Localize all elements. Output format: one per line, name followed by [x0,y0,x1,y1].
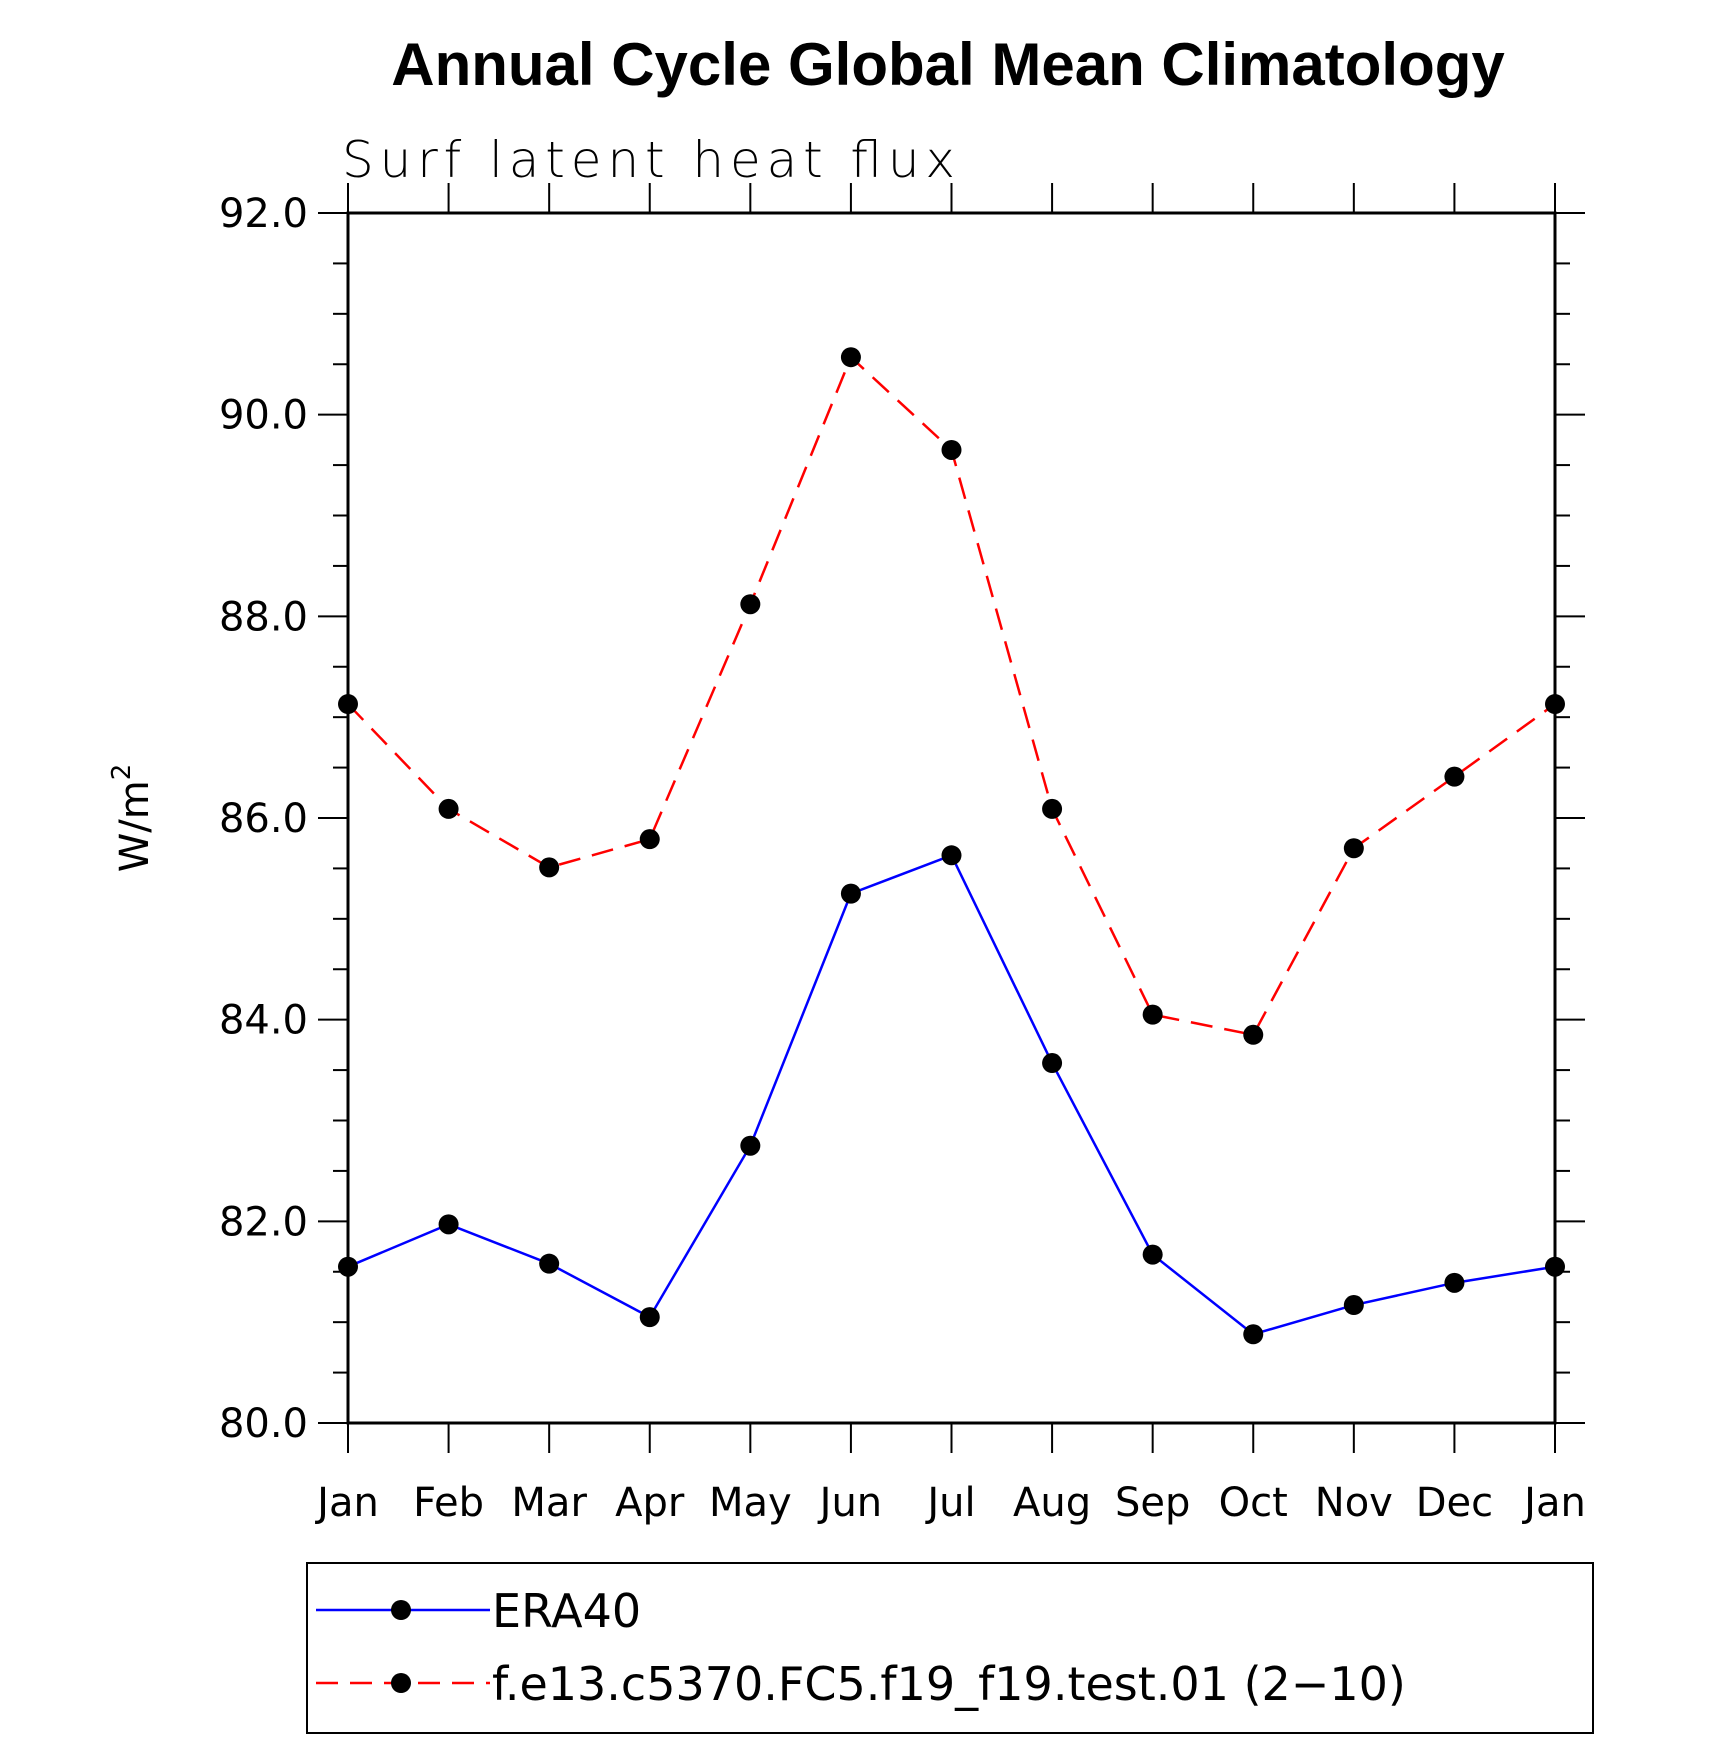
data-point [338,694,358,715]
data-point [1142,1004,1163,1025]
x-tick-label: Jan [1521,1480,1586,1526]
x-tick-label: Oct [1219,1480,1288,1526]
y-tick-label: 92.0 [219,191,308,237]
data-point [840,347,861,368]
y-tick-label: 82.0 [219,1199,308,1245]
data-point [438,1214,459,1235]
legend-label: ERA40 [492,1584,641,1638]
x-tick-label: May [709,1480,792,1526]
y-tick-label: 88.0 [219,594,308,640]
data-point [1343,838,1364,859]
y-tick-label: 90.0 [219,393,308,439]
series-layer [338,347,1565,1345]
data-point [1444,1272,1465,1293]
legend: ERA40 f.e13.c5370.FC5.f19_f19.test.01 (2−… [306,1562,1594,1734]
data-point [740,1135,761,1156]
data-point [539,857,560,878]
legend-item: ERA40 [316,1584,641,1638]
series-line [347,853,1556,1336]
x-tick-label: Jul [924,1480,975,1526]
y-axis-label: W/m2 [107,764,158,873]
data-point [1243,1024,1264,1045]
data-point [639,1307,660,1328]
x-tick-label: Mar [511,1480,587,1526]
x-tick-label: Dec [1416,1480,1493,1526]
y-tick-label: 80.0 [219,1401,308,1447]
data-point [840,883,861,904]
chart-subtitle: Surf latent heat flux [342,131,955,189]
x-tick-label: Aug [1013,1480,1091,1526]
data-point [1545,694,1565,715]
x-axis-tick-labels: Jan Feb Mar Apr May Jun Jul Aug Sep Oct Nov Dec Jan [314,1480,1586,1526]
y-tick-label: 86.0 [219,796,308,842]
x-tick-label: Nov [1315,1480,1393,1526]
x-tick-label: Sep [1115,1480,1190,1526]
x-tick-label: Feb [413,1480,484,1526]
data-point [338,1256,358,1277]
x-tick-label: Jun [817,1480,883,1526]
chart-title: Annual Cycle Global Mean Climatology [391,31,1505,98]
data-point [1042,1053,1063,1074]
legend-marker [391,1673,411,1693]
series-2 [338,347,1565,1045]
x-tick-label: Jan [314,1480,379,1526]
data-point [1243,1324,1264,1345]
data-point [639,829,660,850]
plot-area-border [346,211,1557,1425]
x-axis-ticks [347,183,1556,1453]
legend-items: ERA40 f.e13.c5370.FC5.f19_f19.test.01 (2−… [316,1584,1406,1711]
data-point [1042,798,1063,819]
data-point [941,439,962,460]
data-point [1343,1295,1364,1316]
legend-marker [391,1600,411,1620]
y-axis-label-superscript: 2 [107,764,137,781]
y-axis-ticks [318,212,1585,1424]
data-point [941,845,962,866]
plot-frame [346,211,1557,1425]
legend-label: f.e13.c5370.FC5.f19_f19.test.01 (2−10) [492,1657,1406,1711]
data-point [438,798,459,819]
data-point [539,1253,560,1274]
legend-box [306,1562,1594,1734]
data-point [1444,766,1465,787]
data-point [1545,1256,1565,1277]
legend-item: f.e13.c5370.FC5.f19_f19.test.01 (2−10) [316,1657,1406,1711]
x-tick-label: Apr [615,1480,685,1526]
y-tick-label: 84.0 [219,998,308,1044]
data-point [740,594,761,615]
series-1 [338,845,1565,1345]
y-axis-tick-labels: 80.0 82.0 84.0 86.0 88.0 90.0 92.0 [219,191,308,1447]
data-point [1142,1244,1163,1265]
y-axis-label-unit: W/m [112,780,158,872]
